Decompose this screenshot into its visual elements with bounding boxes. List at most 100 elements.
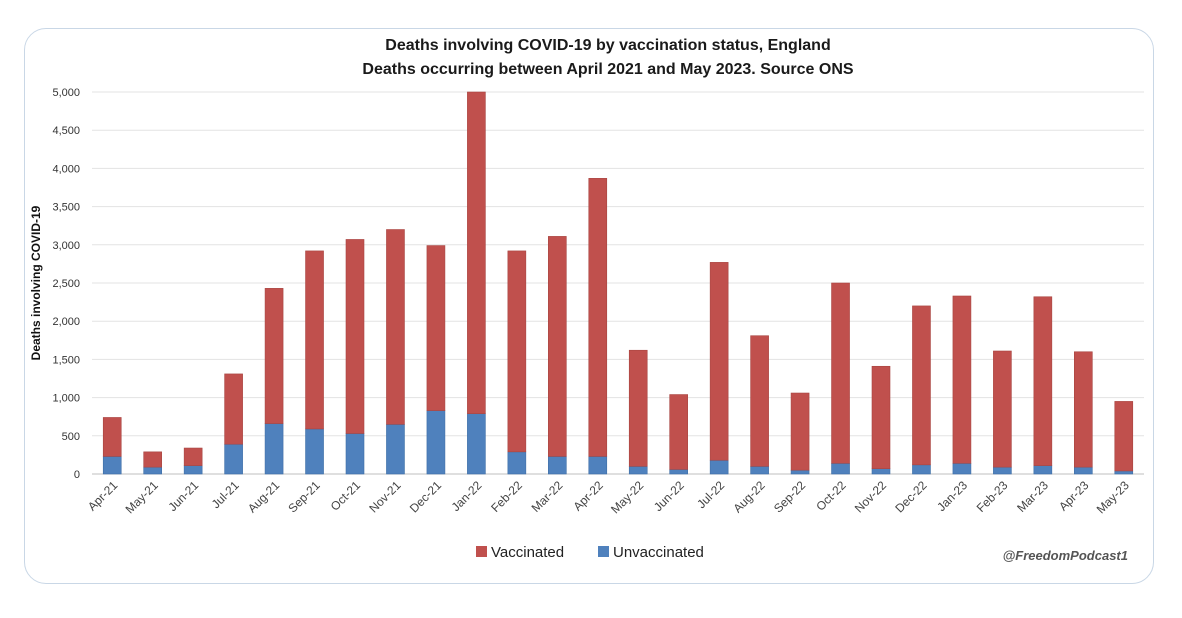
bar-vaccinated-may-23 bbox=[1114, 401, 1134, 472]
bar-vaccinated-apr-23 bbox=[1074, 351, 1093, 468]
x-tick-label: Sep-21 bbox=[285, 478, 322, 515]
y-tick-label: 0 bbox=[74, 469, 80, 481]
legend-swatch-vaccinated bbox=[476, 546, 487, 557]
bar-vaccinated-sep-22 bbox=[790, 392, 810, 471]
x-tick-label: Feb-22 bbox=[488, 478, 525, 515]
bar-vaccinated-dec-21 bbox=[426, 245, 446, 411]
x-tick-label: Jul-22 bbox=[694, 478, 727, 511]
bar-vaccinated-dec-22 bbox=[912, 305, 931, 466]
x-tick-label: Jun-22 bbox=[651, 478, 687, 514]
bar-unvaccinated-may-22 bbox=[628, 466, 648, 475]
x-tick-label: May-22 bbox=[608, 478, 646, 516]
x-tick-label: Jul-21 bbox=[209, 478, 242, 511]
legend-swatch-unvaccinated bbox=[598, 546, 609, 557]
bar-unvaccinated-mar-22 bbox=[548, 456, 567, 475]
bar-vaccinated-may-22 bbox=[628, 349, 648, 467]
x-tick-label: Jan-22 bbox=[449, 478, 485, 514]
y-tick-label: 4,500 bbox=[52, 125, 80, 137]
bar-unvaccinated-may-21 bbox=[143, 466, 162, 475]
bar-unvaccinated-jan-23 bbox=[952, 463, 972, 475]
y-tick-label: 1,500 bbox=[52, 354, 80, 366]
y-tick-label: 1,000 bbox=[52, 393, 80, 405]
x-tick-label: Apr-23 bbox=[1056, 478, 1092, 514]
y-tick-label: 2,000 bbox=[52, 316, 80, 328]
bar-vaccinated-jan-23 bbox=[952, 295, 972, 464]
x-tick-label: Nov-21 bbox=[366, 478, 403, 515]
x-tick-label: Oct-21 bbox=[328, 478, 364, 514]
x-tick-label: Oct-22 bbox=[813, 478, 849, 514]
x-tick-label: Jun-21 bbox=[165, 478, 201, 514]
bar-unvaccinated-mar-23 bbox=[1033, 465, 1053, 475]
bar-unvaccinated-dec-22 bbox=[912, 464, 931, 475]
bar-vaccinated-apr-22 bbox=[588, 178, 608, 457]
y-axis-label: Deaths involving COVID-19 bbox=[29, 205, 43, 360]
x-tick-label: Dec-21 bbox=[407, 478, 444, 515]
x-tick-label: Apr-22 bbox=[571, 478, 607, 514]
legend-label-unvaccinated: Unvaccinated bbox=[613, 544, 704, 561]
bar-unvaccinated-oct-21 bbox=[345, 433, 365, 475]
bar-vaccinated-sep-21 bbox=[305, 250, 324, 430]
x-tick-label: Mar-22 bbox=[529, 478, 566, 515]
bar-unvaccinated-jun-22 bbox=[669, 469, 688, 475]
bar-unvaccinated-may-23 bbox=[1114, 470, 1134, 475]
bar-vaccinated-jan-22 bbox=[467, 91, 486, 414]
legend: Vaccinated Unvaccinated bbox=[476, 544, 704, 561]
x-tick-label: May-21 bbox=[123, 478, 161, 516]
bar-unvaccinated-apr-22 bbox=[588, 456, 608, 475]
bar-unvaccinated-oct-22 bbox=[831, 463, 850, 475]
y-tick-label: 500 bbox=[62, 431, 80, 443]
bar-unvaccinated-aug-22 bbox=[750, 466, 769, 475]
bar-unvaccinated-apr-23 bbox=[1074, 466, 1093, 475]
y-tick-label: 5,000 bbox=[52, 87, 80, 99]
bar-unvaccinated-aug-21 bbox=[264, 423, 284, 475]
bar-unvaccinated-jul-22 bbox=[709, 459, 729, 475]
bar-unvaccinated-jun-21 bbox=[183, 465, 203, 475]
bar-unvaccinated-jul-21 bbox=[224, 443, 243, 475]
x-tick-label: Aug-22 bbox=[730, 478, 767, 515]
gridlines bbox=[92, 91, 1144, 475]
x-tick-label: Aug-21 bbox=[245, 478, 282, 515]
bar-vaccinated-apr-21 bbox=[102, 417, 122, 457]
bar-vaccinated-jun-22 bbox=[669, 394, 688, 470]
bar-vaccinated-nov-21 bbox=[386, 229, 405, 425]
y-tick-label: 4,000 bbox=[52, 163, 80, 175]
bar-unvaccinated-feb-22 bbox=[507, 451, 527, 475]
bars bbox=[102, 91, 1134, 475]
y-tick-label: 2,500 bbox=[52, 278, 80, 290]
bar-unvaccinated-nov-22 bbox=[871, 468, 891, 475]
x-tick-label: Mar-23 bbox=[1014, 478, 1051, 515]
chart-title: Deaths involving COVID-19 by vaccination… bbox=[385, 37, 830, 54]
chart-subtitle: Deaths occurring between April 2021 and … bbox=[362, 61, 853, 78]
bar-vaccinated-oct-22 bbox=[831, 282, 850, 464]
x-tick-label: Nov-22 bbox=[852, 478, 889, 515]
bar-vaccinated-jul-22 bbox=[709, 262, 729, 461]
y-tick-label: 3,000 bbox=[52, 240, 80, 252]
y-axis-ticks: 0 500 1,000 1,500 2,000 2,500 3,000 3,500 4,000 4… bbox=[52, 87, 80, 481]
x-tick-label: Sep-22 bbox=[771, 478, 808, 515]
watermark-text: @FreedomPodcast1 bbox=[1003, 548, 1128, 563]
legend-label-vaccinated: Vaccinated bbox=[491, 544, 564, 561]
bar-unvaccinated-sep-21 bbox=[305, 428, 324, 475]
bar-vaccinated-mar-22 bbox=[548, 236, 567, 457]
y-tick-label: 3,500 bbox=[52, 202, 80, 214]
bar-unvaccinated-feb-23 bbox=[993, 466, 1012, 475]
x-tick-label: May-23 bbox=[1094, 478, 1132, 516]
bar-vaccinated-may-21 bbox=[143, 451, 162, 468]
x-tick-label: Dec-22 bbox=[892, 478, 929, 515]
bar-unvaccinated-nov-21 bbox=[386, 424, 405, 475]
bar-vaccinated-aug-21 bbox=[264, 288, 284, 424]
bar-vaccinated-mar-23 bbox=[1033, 296, 1053, 466]
bar-unvaccinated-apr-21 bbox=[102, 456, 122, 475]
bar-vaccinated-feb-22 bbox=[507, 250, 527, 453]
bar-vaccinated-oct-21 bbox=[345, 239, 365, 434]
x-axis-ticks: Apr-21 May-21 Jun-21 Jul-21 Aug-21 Sep-21 Oct-… bbox=[85, 478, 1132, 516]
bar-vaccinated-jul-21 bbox=[224, 373, 243, 445]
bar-vaccinated-aug-22 bbox=[750, 335, 769, 467]
bar-vaccinated-feb-23 bbox=[993, 350, 1012, 468]
x-tick-label: Apr-21 bbox=[85, 478, 121, 514]
bar-vaccinated-nov-22 bbox=[871, 365, 891, 469]
x-tick-label: Feb-23 bbox=[974, 478, 1011, 515]
x-tick-label: Jan-23 bbox=[934, 478, 970, 514]
bar-unvaccinated-jan-22 bbox=[467, 413, 486, 475]
